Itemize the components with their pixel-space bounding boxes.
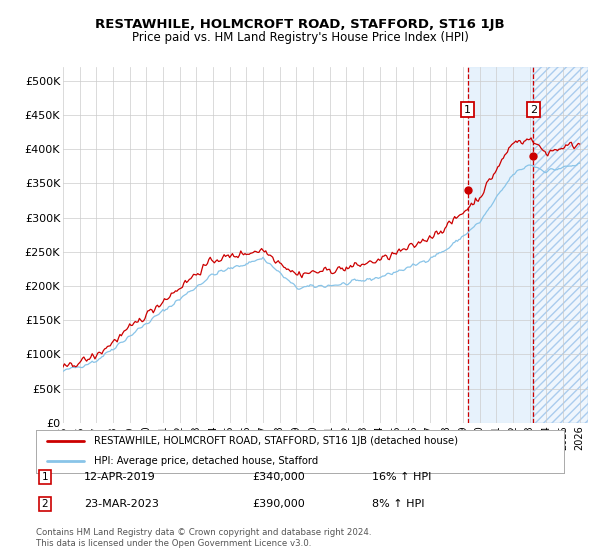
Text: RESTAWHILE, HOLMCROFT ROAD, STAFFORD, ST16 1JB: RESTAWHILE, HOLMCROFT ROAD, STAFFORD, ST… (95, 18, 505, 31)
Bar (467, 67, 533, 423)
Text: 2: 2 (41, 499, 49, 509)
Text: Contains HM Land Registry data © Crown copyright and database right 2024.
This d: Contains HM Land Registry data © Crown c… (36, 528, 371, 548)
Text: 16% ↑ HPI: 16% ↑ HPI (372, 472, 431, 482)
Bar (533, 67, 588, 423)
Text: 1: 1 (464, 105, 471, 115)
Text: Price paid vs. HM Land Registry's House Price Index (HPI): Price paid vs. HM Land Registry's House … (131, 31, 469, 44)
Bar (533, 67, 588, 423)
Text: 8% ↑ HPI: 8% ↑ HPI (372, 499, 425, 509)
Text: £390,000: £390,000 (252, 499, 305, 509)
Text: RESTAWHILE, HOLMCROFT ROAD, STAFFORD, ST16 1JB (detached house): RESTAWHILE, HOLMCROFT ROAD, STAFFORD, ST… (94, 436, 458, 446)
Text: 2: 2 (530, 105, 537, 115)
Text: £340,000: £340,000 (252, 472, 305, 482)
Text: 12-APR-2019: 12-APR-2019 (84, 472, 156, 482)
Text: 23-MAR-2023: 23-MAR-2023 (84, 499, 159, 509)
Text: 1: 1 (41, 472, 49, 482)
Text: HPI: Average price, detached house, Stafford: HPI: Average price, detached house, Staf… (94, 456, 319, 466)
